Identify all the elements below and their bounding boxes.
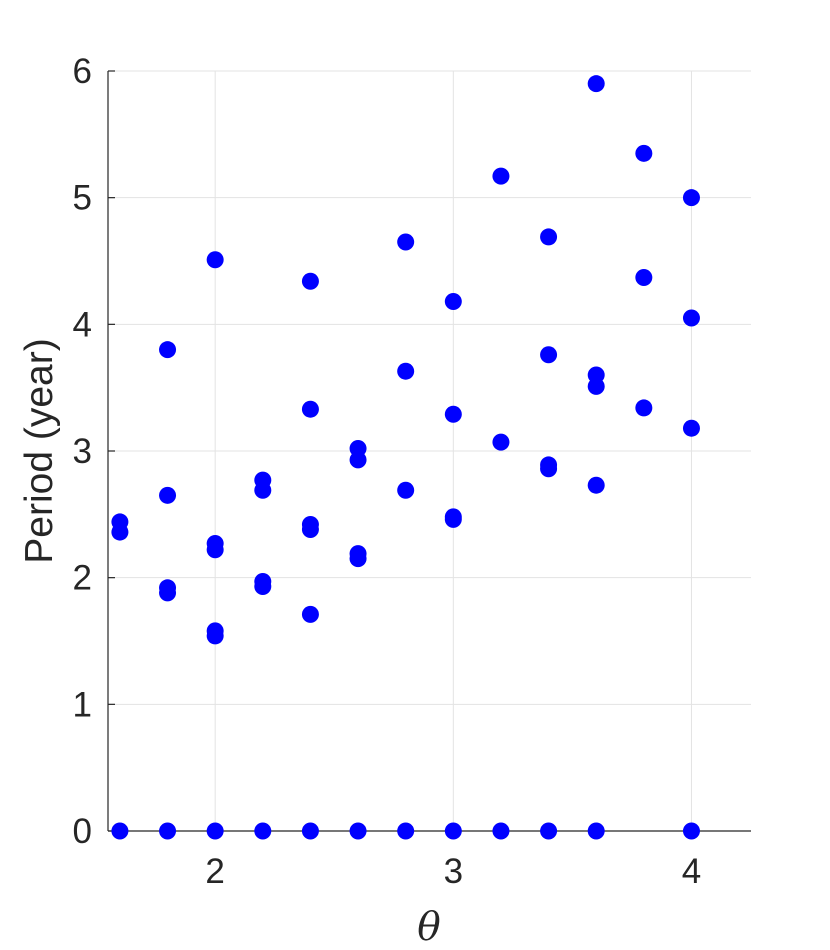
data-point (159, 579, 177, 597)
data-point (444, 508, 462, 526)
data-point (444, 293, 462, 311)
data-point (682, 189, 700, 207)
data-point (254, 471, 272, 489)
data-point (540, 822, 558, 840)
data-point (111, 513, 129, 531)
data-point (682, 822, 700, 840)
data-point (682, 419, 700, 437)
data-point (635, 144, 653, 162)
data-point (206, 622, 224, 640)
data-point (397, 481, 415, 499)
data-point (301, 400, 319, 418)
data-point (682, 309, 700, 327)
data-point (301, 272, 319, 290)
data-point (587, 75, 605, 93)
y-tick-label: 6 (73, 52, 92, 91)
data-point (206, 251, 224, 269)
data-point (301, 515, 319, 533)
data-point (349, 822, 367, 840)
x-axis-label: θ (417, 905, 440, 950)
data-point (301, 605, 319, 623)
y-axis-label: Period (year) (18, 338, 61, 563)
y-tick-label: 1 (73, 685, 92, 724)
data-point (349, 439, 367, 457)
data-point (540, 456, 558, 474)
x-tick-label: 2 (205, 852, 224, 891)
data-point (540, 346, 558, 364)
data-point (635, 268, 653, 286)
data-point (587, 476, 605, 494)
y-tick-label: 3 (73, 432, 92, 471)
data-point (397, 233, 415, 251)
tick-labels: 0 1 2 3 4 5 6 2 3 4 (73, 52, 702, 891)
data-point (587, 822, 605, 840)
data-point (159, 341, 177, 359)
y-tick-label: 2 (73, 559, 92, 598)
y-tick-label: 5 (73, 179, 92, 218)
data-point (397, 822, 415, 840)
data-point (540, 228, 558, 246)
data-point (206, 534, 224, 552)
x-tick-label: 3 (444, 852, 463, 891)
data-point (492, 433, 510, 451)
data-point (635, 399, 653, 417)
data-point (301, 822, 319, 840)
data-point (159, 486, 177, 504)
data-points (111, 75, 700, 840)
data-point (111, 822, 129, 840)
y-tick-label: 0 (73, 812, 92, 851)
data-point (254, 822, 272, 840)
data-point (444, 405, 462, 423)
data-point (206, 822, 224, 840)
data-point (492, 822, 510, 840)
x-tick-label: 4 (682, 852, 701, 891)
data-point (397, 362, 415, 380)
data-point (444, 822, 462, 840)
data-point (254, 572, 272, 590)
data-point (492, 167, 510, 185)
data-point (587, 366, 605, 384)
data-point (349, 545, 367, 563)
grid (108, 70, 751, 832)
data-point (159, 822, 177, 840)
y-tick-label: 4 (73, 305, 92, 344)
